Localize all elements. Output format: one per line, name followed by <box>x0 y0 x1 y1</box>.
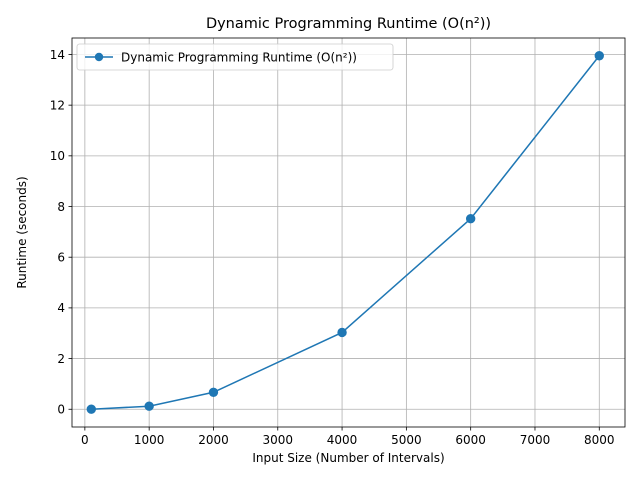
data-point <box>144 401 154 411</box>
x-tick-label: 2000 <box>198 433 229 447</box>
x-axis-label: Input Size (Number of Intervals) <box>252 451 444 465</box>
y-tick-label: 4 <box>57 301 65 315</box>
data-point <box>86 404 96 414</box>
chart-title: Dynamic Programming Runtime (O(n²)) <box>206 16 491 32</box>
x-tick-label: 1000 <box>134 433 165 447</box>
x-tick-label: 7000 <box>520 433 551 447</box>
series-layer <box>86 51 604 414</box>
x-tick-label: 6000 <box>455 433 486 447</box>
legend-label: Dynamic Programming Runtime (O(n²)) <box>121 50 357 64</box>
y-tick-label: 10 <box>50 149 65 163</box>
x-tick-label: 5000 <box>391 433 422 447</box>
x-tick-label: 0 <box>81 433 89 447</box>
grid <box>72 38 625 427</box>
y-tick-label: 14 <box>50 48 65 62</box>
y-tick-label: 6 <box>57 251 65 265</box>
plot-frame <box>71 37 626 428</box>
legend-box <box>76 43 394 71</box>
series-line <box>91 55 600 410</box>
y-tick-label: 8 <box>57 200 65 214</box>
x-tick-label: 4000 <box>327 433 358 447</box>
x-tick-label: 8000 <box>584 433 615 447</box>
x-tick-label: 3000 <box>262 433 293 447</box>
y-axis-label: Runtime (seconds) <box>15 176 29 288</box>
data-point <box>465 213 476 224</box>
data-point <box>594 51 604 61</box>
y-tick-label: 12 <box>50 98 65 112</box>
data-point <box>208 387 219 397</box>
legend: Dynamic Programming Runtime (O(n²)) <box>76 43 394 71</box>
y-tick-label: 0 <box>57 403 65 417</box>
y-tick-label: 2 <box>57 352 65 366</box>
legend-marker <box>94 52 104 62</box>
axes: 0 1000 2000 3000 4000 5000 6000 7000 8000 0 2 4 6 8 10… <box>50 37 626 447</box>
data-point <box>337 327 347 338</box>
